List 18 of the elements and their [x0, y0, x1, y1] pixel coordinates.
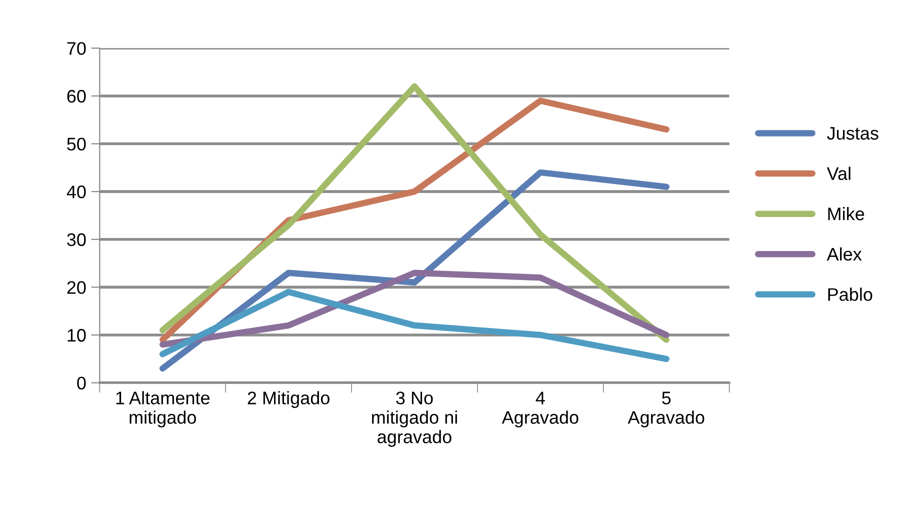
y-tick-label: 20	[67, 281, 86, 294]
y-tick-label: 50	[67, 138, 86, 150]
x-tick-label: 4 Agravado	[502, 392, 578, 428]
y-tick-label: 10	[68, 328, 86, 342]
y-tick-label: 70	[67, 42, 86, 55]
y-tick-label: 60	[67, 90, 86, 103]
legend-label: Alex	[826, 247, 862, 261]
x-tick-label: 3 No mitigado ni agravado	[372, 392, 457, 447]
legend-label: Pablo	[828, 288, 872, 301]
y-tick-label: 30	[67, 233, 86, 246]
x-tick-label: 1 Altamente mitigado	[116, 391, 210, 428]
legend-label: Justas	[827, 127, 878, 140]
y-tick-label: 40	[66, 186, 86, 198]
x-tick-label: 2 Mitigado	[248, 391, 330, 408]
y-tick-label: 0	[77, 376, 86, 390]
x-tick-label: 5 Agravado	[628, 392, 704, 428]
legend-label: Mike	[828, 207, 864, 220]
legend-label: Val	[826, 166, 850, 180]
